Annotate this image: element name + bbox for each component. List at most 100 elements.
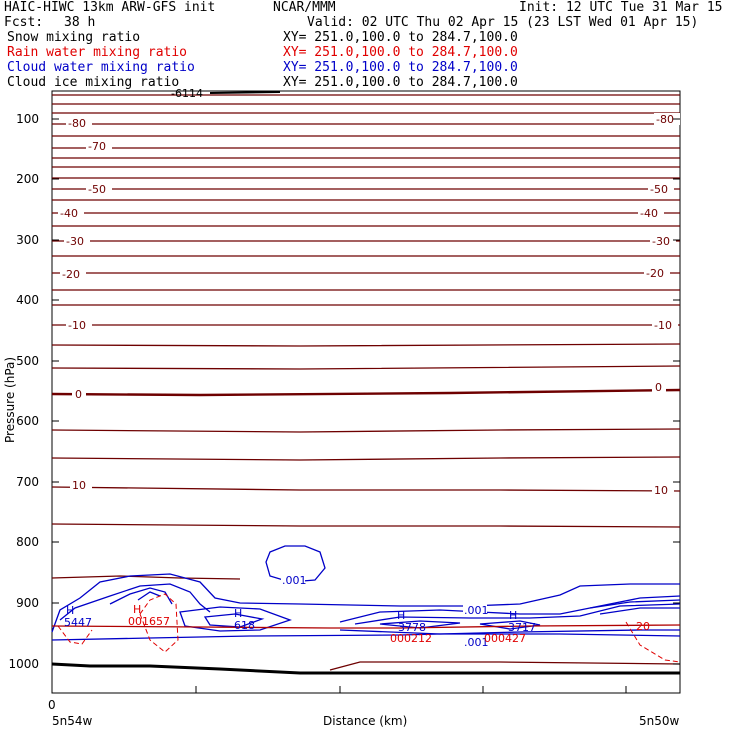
max-marker-value: 3778	[398, 621, 426, 634]
top-contour-label: -6114	[171, 87, 203, 100]
cloud-water-label: .001	[282, 574, 307, 587]
max-marker-value: 000212	[390, 632, 432, 645]
y-tick-label: 600	[16, 414, 39, 428]
rain-water-contour	[139, 593, 179, 653]
temperature-isotherms	[51, 94, 681, 671]
cloud-water-contour	[599, 607, 680, 615]
y-tick-label: 300	[16, 233, 39, 247]
field-cloudice-xy: XY= 251.0,100.0 to 284.7,100.0	[283, 75, 518, 90]
max-marker-value: 001657	[128, 615, 170, 628]
cloud-water-contour	[51, 573, 680, 633]
y-tick-label: 900	[16, 596, 39, 610]
cloud-water-contour	[379, 620, 461, 629]
isotherm-line	[51, 343, 681, 347]
max-marker-value: 618	[234, 619, 255, 632]
cloud-water-contour	[589, 599, 681, 609]
max-marker-symbol: H	[509, 609, 517, 622]
cloud-water-contour	[339, 595, 681, 623]
cloud-ice-line	[209, 91, 281, 94]
fcst-value: 38 h	[64, 15, 96, 30]
x-endpoint-right: 5n50w	[639, 714, 680, 728]
isotherm-labels: -80 -80 -70 -50 -50 -40 -40 -30 -30 -20 …	[58, 113, 680, 497]
y-axis-label: Pressure (hPa)	[3, 357, 17, 443]
cloud-water-contour	[203, 613, 265, 628]
cloud-water-labels: .001 .001 .001	[281, 574, 489, 649]
ground-surface	[51, 662, 680, 675]
model-title: HAIC-HIWC 13km ARW-GFS init	[4, 0, 216, 15]
isotherm-line	[329, 661, 681, 671]
x-axis-label: Distance (km)	[323, 714, 407, 728]
y-tick-label: 400	[16, 293, 39, 307]
isotherm-label: -50	[650, 183, 668, 196]
max-markers: H 5447 H 001657 H 618 H 3778 000212 H 37…	[64, 603, 536, 645]
isotherm-line	[51, 388, 681, 397]
rain-contour-label: 20	[636, 620, 650, 633]
y-tick-label: 200	[16, 172, 39, 186]
isotherm-label: -40	[60, 207, 78, 220]
y-tick-label: 800	[16, 535, 39, 549]
max-marker-symbol: H	[66, 604, 74, 617]
y-tick-label: 1000	[8, 657, 39, 671]
isotherm-label: -80	[68, 117, 86, 130]
cloud-water-label: .001	[464, 604, 489, 617]
isotherm-label: -10	[68, 319, 86, 332]
cloud-water-contour	[339, 629, 681, 637]
rain-water-contours	[57, 593, 681, 663]
isotherm-line	[51, 365, 681, 370]
isotherm-line	[51, 428, 681, 433]
rain-water-contour	[57, 625, 93, 645]
field-snow-xy: XY= 251.0,100.0 to 284.7,100.0	[283, 30, 518, 45]
isotherm-label: -30	[652, 235, 670, 248]
init-time: Init: 12 UTC Tue 31 Mar 15	[519, 0, 723, 15]
max-marker-value: 000427	[484, 632, 526, 645]
x-axis-ticks	[195, 686, 627, 693]
max-marker-value: 3717	[508, 621, 536, 634]
isotherm-line	[51, 486, 681, 492]
x-tick-label: 0	[48, 698, 56, 712]
y-tick-label: 100	[16, 112, 39, 126]
y-tick-label: 700	[16, 475, 39, 489]
isotherm-label: -30	[66, 235, 84, 248]
rain-water-base-contour	[51, 624, 681, 629]
cloud-water-contour	[354, 603, 681, 625]
cloud-water-contour	[479, 620, 541, 630]
isotherm-label: -50	[88, 183, 106, 196]
cloud-water-contour	[109, 587, 173, 605]
rain-water-contour	[625, 621, 681, 663]
isotherm-label: -80	[656, 113, 674, 126]
isotherm-label: 10	[72, 479, 86, 492]
isotherm-label: 0	[75, 388, 82, 401]
isotherm-line	[51, 523, 681, 528]
isotherm-label: 10	[654, 484, 668, 497]
isotherm-line	[51, 456, 681, 461]
isotherm-label: -20	[646, 267, 664, 280]
max-marker-symbol: H	[133, 603, 141, 616]
isotherm-label: -10	[654, 319, 672, 332]
field-snow-name: Snow mixing ratio	[7, 30, 141, 45]
cloud-water-contour	[137, 591, 161, 601]
isotherm-label: 0	[655, 381, 662, 394]
cloud-water-contour	[59, 583, 211, 621]
cloud-water-contours	[51, 545, 681, 641]
x-endpoint-left: 5n54w	[52, 714, 93, 728]
max-marker-symbol: H	[397, 609, 405, 622]
cloud-water-contour	[51, 629, 680, 641]
field-cloudice-name: Cloud ice mixing ratio	[7, 75, 180, 90]
org-label: NCAR/MMM	[273, 0, 336, 15]
isotherm-label: -70	[88, 140, 106, 153]
max-marker-symbol: H	[234, 607, 242, 620]
max-marker-value: 5447	[64, 616, 92, 629]
isotherm-line	[51, 575, 241, 580]
cloud-water-contour	[265, 545, 326, 583]
field-rain-name: Rain water mixing ratio	[7, 45, 188, 60]
isotherm-label: -40	[640, 207, 658, 220]
field-rain-xy: XY= 251.0,100.0 to 284.7,100.0	[283, 45, 518, 60]
cloud-water-label: .001	[464, 636, 489, 649]
isotherm-label: -20	[62, 268, 80, 281]
field-cloudwater-xy: XY= 251.0,100.0 to 284.7,100.0	[283, 60, 518, 75]
valid-time: Valid: 02 UTC Thu 02 Apr 15 (23 LST Wed …	[307, 15, 699, 30]
fcst-label: Fcst:	[4, 15, 44, 30]
field-cloudwater-name: Cloud water mixing ratio	[7, 60, 195, 75]
